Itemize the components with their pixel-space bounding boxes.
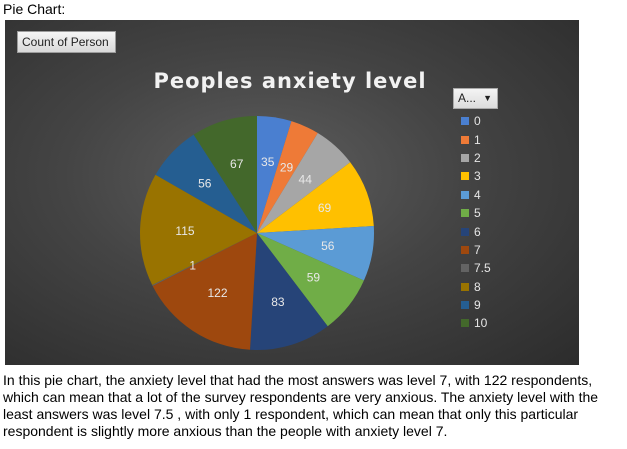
legend-swatch xyxy=(461,172,469,181)
slice-value-label: 56 xyxy=(198,176,212,190)
legend-swatch xyxy=(461,117,469,126)
legend-item-4[interactable]: 4 xyxy=(461,186,491,204)
legend-item-0[interactable]: 0 xyxy=(461,112,491,130)
pie-slice-9[interactable] xyxy=(155,134,257,233)
legend-swatch xyxy=(461,190,469,199)
slice-value-label: 59 xyxy=(307,271,321,285)
legend-item-6[interactable]: 6 xyxy=(461,222,491,240)
slice-value-label: 29 xyxy=(280,160,294,174)
pie-chart: 35 29 44 69 56 59 83 122 1 115 56 67 xyxy=(139,116,374,350)
legend-filter-dropdown[interactable]: A... ▼ xyxy=(453,88,498,109)
legend-label: 7.5 xyxy=(474,261,491,276)
pie-slice-7[interactable] xyxy=(152,233,257,350)
slice-value-label: 83 xyxy=(271,295,285,309)
legend-item-5[interactable]: 5 xyxy=(461,204,491,222)
legend-item-7.5[interactable]: 7.5 xyxy=(461,259,491,277)
legend-label: 3 xyxy=(474,169,481,184)
pie-slice-10[interactable] xyxy=(193,116,257,233)
legend-swatch xyxy=(461,227,469,236)
pie-slice-5[interactable] xyxy=(257,233,364,327)
chevron-down-icon: ▼ xyxy=(483,93,492,103)
chart-panel: 35 29 44 69 56 59 83 122 1 115 56 67 Count of Perso… xyxy=(5,20,579,365)
legend-swatch xyxy=(461,264,469,273)
legend-item-2[interactable]: 2 xyxy=(461,149,491,167)
description-text: In this pie chart, the anxiety level tha… xyxy=(3,372,599,439)
legend-swatch xyxy=(461,301,469,310)
legend-swatch xyxy=(461,319,469,328)
slice-value-label: 44 xyxy=(299,173,313,187)
pie-slice-6[interactable] xyxy=(250,233,328,350)
legend-filter-label: A... xyxy=(458,91,477,105)
legend-label: 2 xyxy=(474,150,481,165)
legend-swatch xyxy=(461,153,469,162)
slice-value-label: 1 xyxy=(189,258,196,272)
pie-slice-7.5[interactable] xyxy=(152,233,257,286)
legend-item-9[interactable]: 9 xyxy=(461,296,491,314)
legend-label: 7 xyxy=(474,242,481,257)
legend-item-8[interactable]: 8 xyxy=(461,278,491,296)
count-of-person-field-button[interactable]: Count of Person xyxy=(17,31,116,53)
legend-swatch xyxy=(461,245,469,254)
slice-value-label: 56 xyxy=(321,239,335,253)
page-heading: Pie Chart: xyxy=(3,1,66,17)
legend-swatch xyxy=(461,282,469,291)
legend-label: 5 xyxy=(474,206,481,221)
legend-label: 4 xyxy=(474,187,481,202)
legend-label: 0 xyxy=(474,114,481,129)
legend-item-3[interactable]: 3 xyxy=(461,167,491,185)
legend-label: 8 xyxy=(474,279,481,294)
chart-legend: 0 1 2 3 4 5 6 7 7.5 8 9 10 xyxy=(461,112,491,333)
legend-label: 9 xyxy=(474,298,481,313)
chart-title: Peoples anxiety level xyxy=(153,69,427,93)
legend-item-10[interactable]: 10 xyxy=(461,314,491,332)
slice-value-label: 67 xyxy=(230,157,244,171)
pie-slice-2[interactable] xyxy=(257,133,351,233)
slice-value-label: 122 xyxy=(207,286,227,300)
slice-value-label: 35 xyxy=(261,155,275,169)
legend-label: 1 xyxy=(474,132,481,147)
pie-slice-3[interactable] xyxy=(257,162,374,233)
pie-slice-0[interactable] xyxy=(257,116,292,233)
legend-swatch xyxy=(461,135,469,144)
legend-label: 10 xyxy=(474,316,488,331)
slice-value-label: 115 xyxy=(175,224,194,238)
pie-slice-8[interactable] xyxy=(139,174,257,286)
legend-item-1[interactable]: 1 xyxy=(461,130,491,148)
pie-slice-1[interactable] xyxy=(257,121,318,233)
legend-swatch xyxy=(461,209,469,218)
legend-label: 6 xyxy=(474,224,481,239)
legend-item-7[interactable]: 7 xyxy=(461,241,491,259)
pie-slice-4[interactable] xyxy=(257,226,374,281)
slice-value-label: 69 xyxy=(318,201,332,215)
